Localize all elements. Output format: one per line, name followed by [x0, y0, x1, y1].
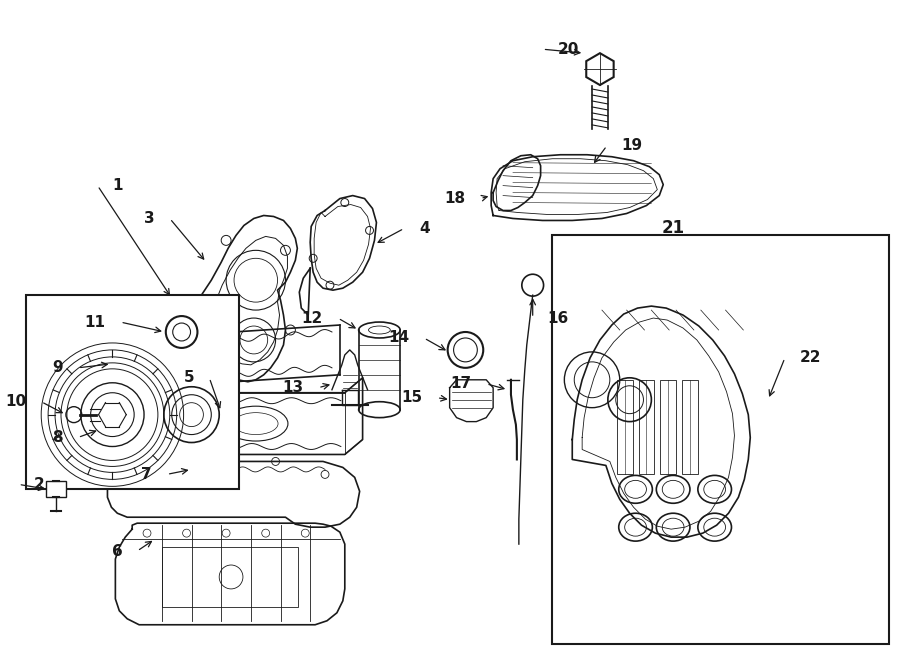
- Text: 5: 5: [184, 370, 194, 385]
- Text: 21: 21: [662, 219, 684, 237]
- Text: 11: 11: [85, 315, 105, 330]
- Text: 2: 2: [33, 477, 44, 492]
- Bar: [682, 380, 698, 475]
- Bar: [553, 235, 888, 644]
- Text: 20: 20: [557, 42, 579, 57]
- Text: 18: 18: [445, 191, 465, 206]
- Bar: [616, 380, 633, 475]
- Text: 4: 4: [419, 221, 429, 236]
- Bar: [638, 380, 654, 475]
- Bar: [162, 547, 298, 607]
- Text: 17: 17: [450, 376, 472, 391]
- Bar: [661, 380, 676, 475]
- Text: 1: 1: [112, 178, 123, 193]
- Text: 15: 15: [400, 390, 422, 405]
- Text: 14: 14: [388, 330, 410, 346]
- Bar: [46, 481, 66, 497]
- Text: 22: 22: [800, 350, 821, 366]
- Text: 7: 7: [141, 467, 152, 482]
- Text: 12: 12: [302, 311, 323, 326]
- Text: 13: 13: [282, 380, 303, 395]
- Text: 10: 10: [5, 394, 26, 409]
- Text: 16: 16: [547, 311, 569, 326]
- Text: 8: 8: [52, 430, 63, 445]
- Bar: [26, 295, 239, 489]
- Text: 6: 6: [112, 543, 122, 559]
- Text: 19: 19: [622, 138, 643, 153]
- Text: 3: 3: [144, 211, 155, 226]
- Text: 9: 9: [52, 360, 63, 375]
